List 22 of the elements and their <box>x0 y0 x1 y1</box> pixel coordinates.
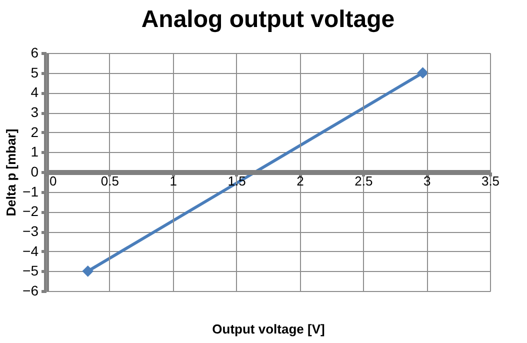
x-axis-title: Output voltage [V] <box>212 322 325 336</box>
y-tick-label: 1 <box>30 144 39 160</box>
y-tick-label: 5 <box>30 64 39 80</box>
y-axis-title: Delta p [mbar] <box>4 128 19 216</box>
x-tick-label: 0.5 <box>100 174 119 188</box>
x-tick-label: 3 <box>423 174 431 188</box>
y-tick-label: −1 <box>22 183 39 200</box>
y-tick-label: −5 <box>22 262 39 279</box>
x-tick-label: 0 <box>50 174 57 188</box>
x-tick-label: 2 <box>296 174 304 188</box>
x-tick-label: 2.5 <box>354 174 373 188</box>
chart-title: Analog output voltage <box>141 6 395 33</box>
y-tick-label: 2 <box>30 124 39 140</box>
y-tick-label: −3 <box>22 223 39 239</box>
y-tick-label: 6 <box>30 44 39 60</box>
x-tick-label: 1 <box>170 174 177 188</box>
x-tick-label: 3.5 <box>481 174 500 188</box>
y-tick-label: 4 <box>30 84 39 100</box>
y-tick-label: −6 <box>22 282 39 298</box>
y-tick-label: 3 <box>30 104 39 120</box>
y-tick-label: −2 <box>22 203 39 220</box>
y-tick-label: −4 <box>22 242 39 259</box>
